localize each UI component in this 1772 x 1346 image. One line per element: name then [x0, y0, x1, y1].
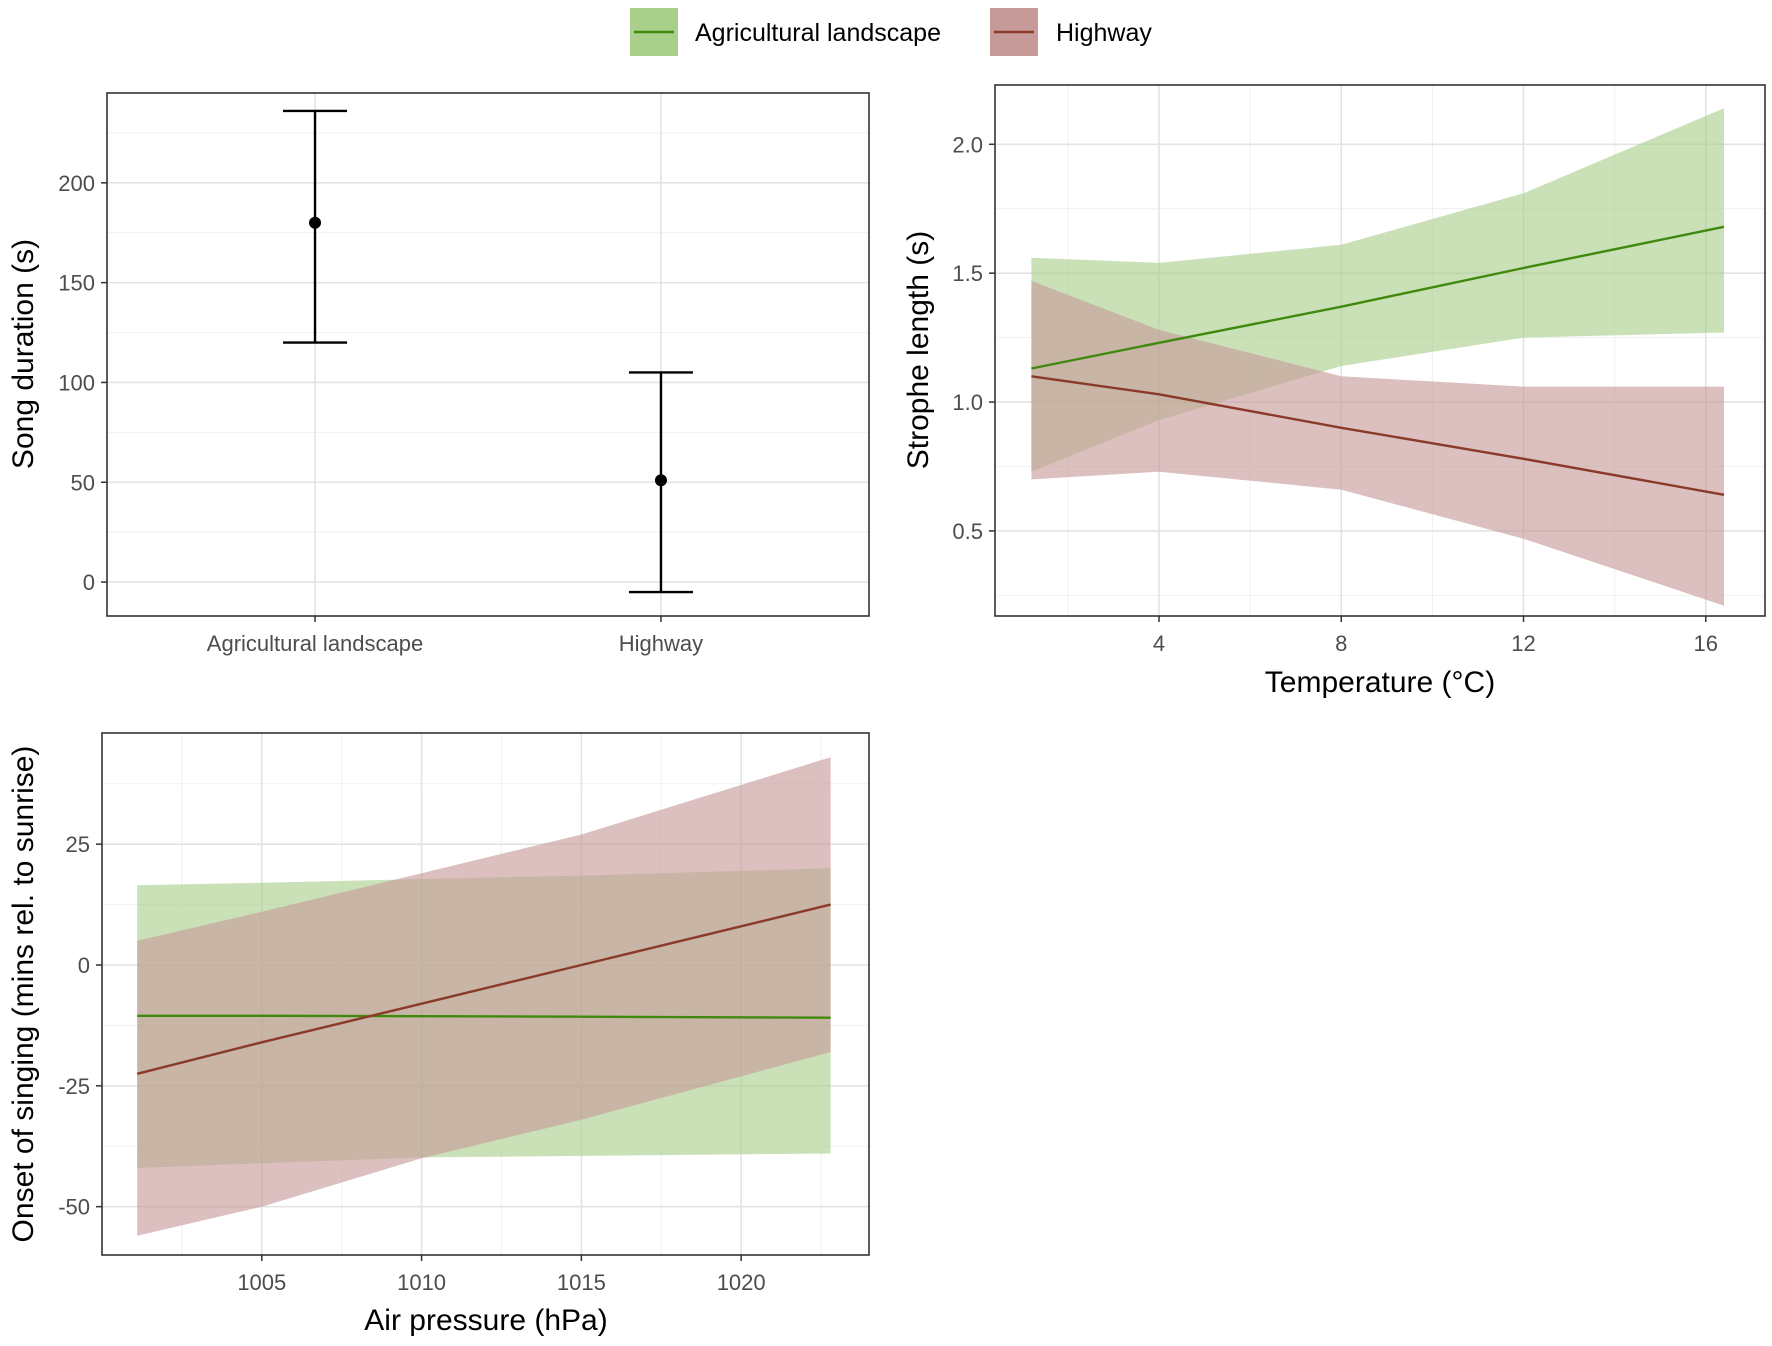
strophe-length-y-tick-label: 1.5 [952, 261, 983, 286]
strophe-length-y-tick-label: 0.5 [952, 519, 983, 544]
song-duration-y-tick-label: 200 [58, 171, 95, 196]
onset-singing-y-axis-title: Onset of singing (mins rel. to sunrise) [7, 746, 40, 1243]
strophe-length-axes: 4 8 12 16 0.5 1.0 1.5 2.0 [952, 132, 1718, 656]
song-duration-gridlines [107, 93, 869, 616]
song-duration-panel: 0 50 100 150 200 Agricultural landscape Highwa… [7, 92, 870, 656]
strophe-length-ribbon-highway [1031, 280, 1724, 606]
legend-label-agricultural: Agricultural landscape [695, 19, 941, 47]
onset-singing-axes: 1005 1010 1015 1020 -50 -25 0 25 [58, 832, 765, 1295]
legend-label-highway: Highway [1056, 19, 1152, 47]
onset-singing-x-tick-label: 1020 [717, 1270, 766, 1295]
strophe-length-line-agricultural-landscape [1031, 225, 1725, 370]
onset-singing-panel-border [101, 732, 870, 1256]
error-bar-highway [628, 371, 693, 594]
song-duration-y-tick-label: 0 [83, 570, 95, 595]
onset-singing-x-tick-label: 1005 [237, 1270, 286, 1295]
point-estimate-highway [654, 474, 667, 487]
strophe-length-y-tick-label: 2.0 [952, 132, 983, 157]
onset-singing-line-agricultural-landscape [137, 1014, 831, 1019]
onset-singing-x-tick-label: 1010 [397, 1270, 446, 1295]
song-duration-axes: 0 50 100 150 200 Agricultural landscape Highwa… [58, 171, 703, 656]
song-duration-x-tick-label-highway: Highway [619, 631, 703, 656]
song-duration-y-tick-label: 100 [58, 370, 95, 395]
strophe-length-y-tick-label: 1.0 [952, 390, 983, 415]
song-duration-panel-border [106, 92, 870, 617]
onset-singing-marks [136, 757, 831, 1236]
strophe-length-line-highway [1031, 375, 1725, 496]
song-duration-y-tick-label: 150 [58, 271, 95, 296]
onset-singing-ribbon-highway [137, 757, 831, 1236]
legend: Agricultural landscape Highway [630, 8, 1152, 56]
onset-singing-line-highway [136, 903, 831, 1075]
strophe-length-x-tick-label: 16 [1694, 631, 1718, 656]
song-duration-y-axis-title: Song duration (s) [7, 239, 40, 469]
strophe-length-panel: 4 8 12 16 0.5 1.0 1.5 2.0 Temperature (°C) Stro… [902, 84, 1766, 699]
error-bar-agricultural-landscape [283, 109, 348, 344]
strophe-length-x-tick-label: 12 [1511, 631, 1535, 656]
onset-singing-x-axis-title: Air pressure (hPa) [364, 1304, 607, 1337]
strophe-length-x-axis-title: Temperature (°C) [1265, 666, 1495, 699]
strophe-length-x-tick-label: 4 [1153, 631, 1165, 656]
song-duration-x-tick-label-agricultural-landscape: Agricultural landscape [207, 631, 423, 656]
strophe-length-y-axis-title: Strophe length (s) [902, 231, 935, 469]
onset-singing-x-tick-label: 1015 [557, 1270, 606, 1295]
point-estimate-agricultural-landscape [309, 216, 322, 229]
strophe-length-panel-border [994, 84, 1766, 617]
strophe-length-marks [1031, 108, 1725, 606]
onset-singing-y-tick-label: -50 [58, 1195, 90, 1220]
onset-singing-panel: 1005 1010 1015 1020 -50 -25 0 25 Air pressure (… [7, 732, 870, 1337]
song-duration-y-tick-label: 50 [71, 470, 95, 495]
strophe-length-x-tick-label: 8 [1335, 631, 1347, 656]
onset-singing-y-tick-label: -25 [58, 1074, 90, 1099]
onset-singing-y-tick-label: 25 [66, 832, 90, 857]
song-duration-marks [283, 109, 693, 594]
onset-singing-y-tick-label: 0 [78, 953, 90, 978]
